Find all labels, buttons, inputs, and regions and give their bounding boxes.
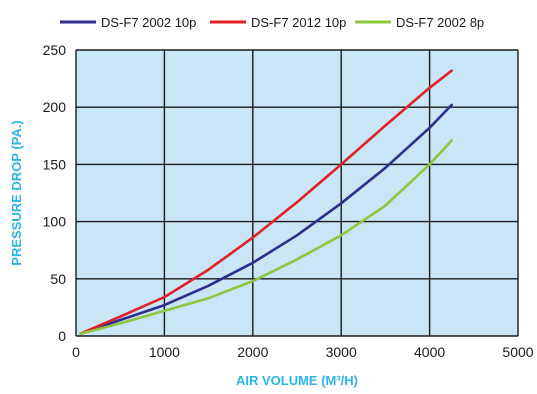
x-axis-title: AIR VOLUME (M³/H)	[236, 373, 358, 388]
y-tick-label: 100	[43, 214, 67, 230]
y-tick-label: 0	[58, 328, 66, 344]
plot-area	[76, 50, 518, 336]
y-tick-label: 150	[43, 156, 67, 172]
legend-label-1: DS-F7 2002 10p	[101, 15, 196, 30]
x-axis-ticks: 0 1000 2000 3000 4000 5000	[72, 344, 534, 360]
legend-label-2: DS-F7 2012 10p	[251, 15, 346, 30]
y-axis-ticks: 0 50 100 150 200 250	[43, 42, 67, 344]
series-line-1	[79, 103, 453, 335]
y-tick-label: 50	[50, 271, 66, 287]
series-line-2	[79, 69, 453, 335]
y-axis-title: PRESSURE DROP (PA.)	[9, 120, 24, 265]
x-tick-label: 3000	[326, 344, 357, 360]
y-tick-label: 250	[43, 42, 67, 58]
y-tick-label: 200	[43, 99, 67, 115]
x-tick-label: 1000	[149, 344, 180, 360]
x-tick-label: 0	[72, 344, 80, 360]
legend: DS-F7 2002 10p DS-F7 2012 10p DS-F7 2002 8…	[60, 15, 484, 30]
grid-lines	[75, 49, 519, 337]
x-tick-label: 4000	[414, 344, 445, 360]
series-line-3	[79, 139, 453, 335]
legend-label-3: DS-F7 2002 8p	[396, 15, 484, 30]
x-tick-label: 2000	[237, 344, 268, 360]
x-tick-label: 5000	[502, 344, 533, 360]
series-layer	[79, 69, 453, 335]
